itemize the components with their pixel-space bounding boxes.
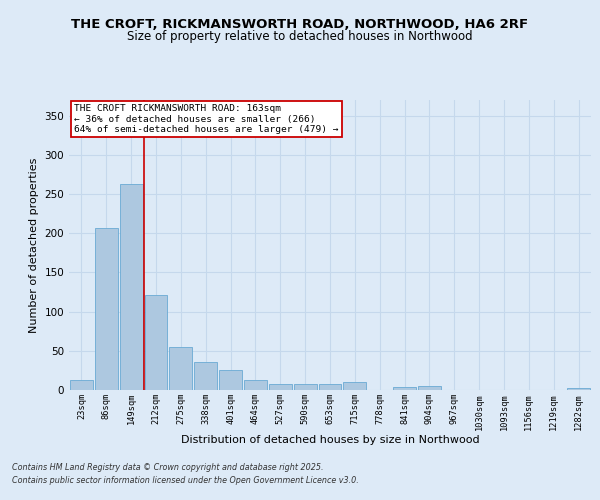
Bar	[169, 347, 192, 390]
Text: Contains public sector information licensed under the Open Government Licence v3: Contains public sector information licen…	[12, 476, 359, 485]
Bar	[219, 370, 242, 390]
Bar	[95, 228, 118, 390]
X-axis label: Distribution of detached houses by size in Northwood: Distribution of detached houses by size …	[181, 435, 479, 445]
Bar	[418, 386, 441, 390]
Y-axis label: Number of detached properties: Number of detached properties	[29, 158, 39, 332]
Bar	[244, 380, 267, 390]
Bar	[393, 387, 416, 390]
Bar	[567, 388, 590, 390]
Text: THE CROFT, RICKMANSWORTH ROAD, NORTHWOOD, HA6 2RF: THE CROFT, RICKMANSWORTH ROAD, NORTHWOOD…	[71, 18, 529, 30]
Bar	[70, 380, 93, 390]
Text: Size of property relative to detached houses in Northwood: Size of property relative to detached ho…	[127, 30, 473, 43]
Text: Contains HM Land Registry data © Crown copyright and database right 2025.: Contains HM Land Registry data © Crown c…	[12, 464, 323, 472]
Bar	[269, 384, 292, 390]
Bar	[294, 384, 317, 390]
Bar	[343, 382, 366, 390]
Bar	[120, 184, 143, 390]
Bar	[145, 295, 167, 390]
Text: THE CROFT RICKMANSWORTH ROAD: 163sqm
← 36% of detached houses are smaller (266)
: THE CROFT RICKMANSWORTH ROAD: 163sqm ← 3…	[74, 104, 339, 134]
Bar	[194, 362, 217, 390]
Bar	[319, 384, 341, 390]
